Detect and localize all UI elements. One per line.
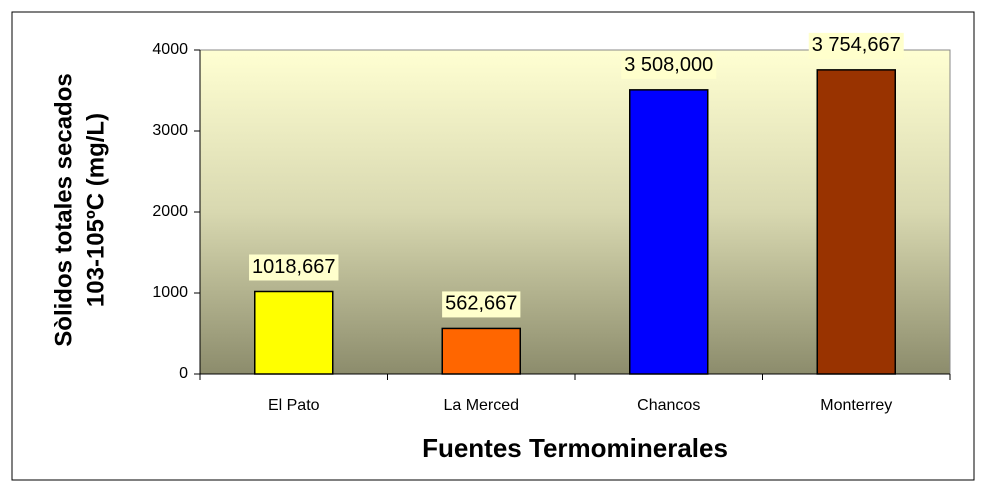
bar <box>441 327 521 375</box>
bar <box>629 89 709 375</box>
bar <box>254 290 334 375</box>
value-label: 1018,667 <box>252 256 335 278</box>
value-label: 562,667 <box>445 293 517 315</box>
value-label-bg <box>808 32 904 59</box>
value-label: 3 508,000 <box>624 54 713 76</box>
y-tick-label: 3000 <box>152 122 188 139</box>
x-axis-title: Fuentes Termominerales <box>422 433 728 463</box>
x-tick-label: Chancos <box>637 397 700 414</box>
y-tick-label: 0 <box>179 365 188 382</box>
value-label-bg <box>249 254 339 281</box>
bar <box>816 69 896 375</box>
y-tick-label: 2000 <box>152 203 188 220</box>
x-tick-label: Monterrey <box>820 397 892 414</box>
y-tick-label: 1000 <box>152 284 188 301</box>
y-axis-title: Sòlidos totales secados 103-105ºC (mg/L) <box>50 73 109 346</box>
x-tick-label: La Merced <box>443 397 519 414</box>
y-axis-title-line: Sòlidos totales secados <box>50 73 77 346</box>
y-tick-label: 4000 <box>152 41 188 58</box>
x-tick-label: El Pato <box>268 397 320 414</box>
value-label-bg <box>442 291 521 318</box>
value-label-bg <box>621 52 717 79</box>
value-label: 3 754,667 <box>812 34 901 56</box>
y-axis-title-line: 103-105ºC (mg/L) <box>82 113 109 307</box>
